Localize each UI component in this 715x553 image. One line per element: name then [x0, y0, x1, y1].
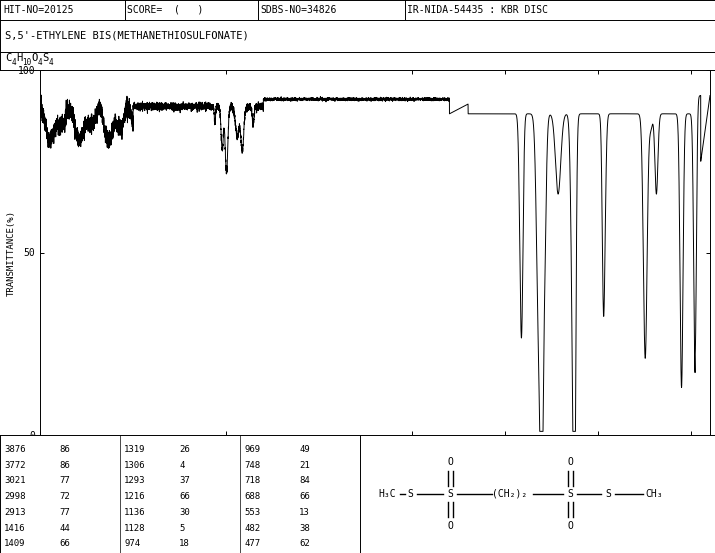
Text: 77: 77: [59, 508, 70, 517]
Text: 969: 969: [244, 445, 260, 454]
Text: 3021: 3021: [4, 477, 26, 486]
Text: 4: 4: [49, 58, 54, 67]
Text: S: S: [42, 53, 49, 63]
Text: 18: 18: [179, 539, 189, 548]
Text: 13: 13: [299, 508, 310, 517]
Text: 553: 553: [244, 508, 260, 517]
Text: 1319: 1319: [124, 445, 145, 454]
Text: 1136: 1136: [124, 508, 145, 517]
Text: 38: 38: [299, 524, 310, 533]
Text: 477: 477: [244, 539, 260, 548]
Text: 72: 72: [59, 492, 70, 501]
Text: 2913: 2913: [4, 508, 26, 517]
Text: CH₃: CH₃: [645, 489, 663, 499]
Text: S: S: [605, 489, 611, 499]
Text: 66: 66: [299, 492, 310, 501]
Text: O: O: [567, 521, 573, 531]
Text: 4: 4: [11, 58, 16, 67]
Text: S: S: [447, 489, 453, 499]
Text: 26: 26: [179, 445, 189, 454]
Text: 3772: 3772: [4, 461, 26, 469]
Text: S: S: [567, 489, 573, 499]
Text: 66: 66: [179, 492, 189, 501]
Text: 3876: 3876: [4, 445, 26, 454]
Text: 974: 974: [124, 539, 140, 548]
Text: 77: 77: [59, 477, 70, 486]
Text: 62: 62: [299, 539, 310, 548]
Text: 4: 4: [179, 461, 184, 469]
Text: O: O: [447, 457, 453, 467]
Text: (CH₂)₂: (CH₂)₂: [493, 489, 528, 499]
Text: 21: 21: [299, 461, 310, 469]
Text: 1216: 1216: [124, 492, 145, 501]
Text: 1306: 1306: [124, 461, 145, 469]
Text: 86: 86: [59, 445, 70, 454]
Text: O: O: [31, 53, 38, 63]
Text: 4: 4: [38, 58, 43, 67]
Text: 482: 482: [244, 524, 260, 533]
Text: 44: 44: [59, 524, 70, 533]
Text: S,5'-ETHYLENE BIS(METHANETHIOSULFONATE): S,5'-ETHYLENE BIS(METHANETHIOSULFONATE): [5, 31, 249, 41]
Text: IR-NIDA-54435 : KBR DISC: IR-NIDA-54435 : KBR DISC: [407, 5, 548, 15]
Text: 718: 718: [244, 477, 260, 486]
X-axis label: WAVENUMBER(-1): WAVENUMBER(-1): [334, 451, 416, 461]
Y-axis label: TRANSMITTANCE(%): TRANSMITTANCE(%): [7, 210, 16, 295]
Text: 30: 30: [179, 508, 189, 517]
Text: 1128: 1128: [124, 524, 145, 533]
Text: 688: 688: [244, 492, 260, 501]
Text: H: H: [16, 53, 22, 63]
Text: 1416: 1416: [4, 524, 26, 533]
Text: 1293: 1293: [124, 477, 145, 486]
Text: 2998: 2998: [4, 492, 26, 501]
Text: S: S: [407, 489, 413, 499]
Text: 84: 84: [299, 477, 310, 486]
Text: 5: 5: [179, 524, 184, 533]
Text: C: C: [5, 53, 11, 63]
Text: SCORE=  (   ): SCORE= ( ): [127, 5, 203, 15]
Text: 86: 86: [59, 461, 70, 469]
Text: H₃C: H₃C: [378, 489, 395, 499]
Text: 1409: 1409: [4, 539, 26, 548]
Text: 10: 10: [22, 58, 31, 67]
Text: O: O: [567, 457, 573, 467]
Text: 748: 748: [244, 461, 260, 469]
Text: 37: 37: [179, 477, 189, 486]
Text: 66: 66: [59, 539, 70, 548]
Text: 49: 49: [299, 445, 310, 454]
Text: HIT-NO=20125: HIT-NO=20125: [3, 5, 74, 15]
Text: O: O: [447, 521, 453, 531]
Text: SDBS-NO=34826: SDBS-NO=34826: [260, 5, 336, 15]
